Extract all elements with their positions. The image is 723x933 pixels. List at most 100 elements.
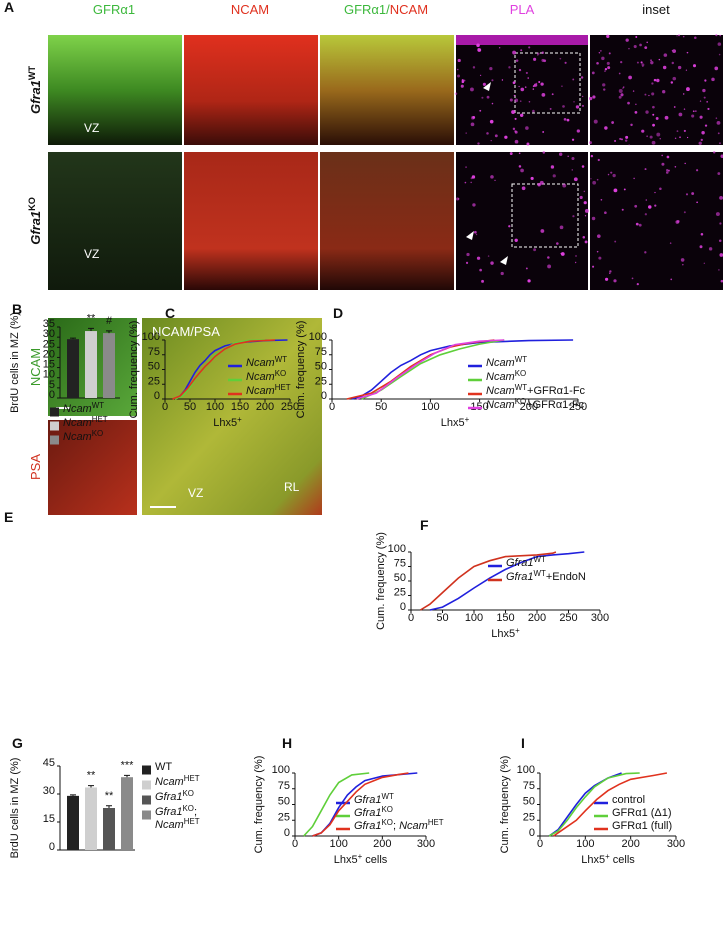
pla-dot (472, 115, 476, 119)
pla-dot (457, 68, 459, 71)
panel-label: E (4, 509, 13, 525)
pla-dot (501, 79, 504, 81)
pla-dot (519, 113, 524, 117)
pla-dot (601, 56, 605, 61)
y-tick-label: 100 (309, 331, 327, 343)
y-tick-label: 75 (278, 780, 290, 792)
pla-dot (524, 86, 527, 88)
pla-dot (526, 142, 530, 146)
pla-dot (672, 49, 677, 53)
region-label: VZ (188, 486, 203, 500)
legend-label: Gfra1WT (354, 792, 394, 807)
significance: ** (87, 312, 96, 324)
legend-label-part: Ncam (246, 371, 275, 383)
x-axis-label-part: Lhx5 (491, 628, 515, 640)
pla-dot (549, 107, 552, 110)
y-axis-label: Cum. frequency (%) (253, 756, 265, 854)
pla-dot (686, 87, 690, 92)
legend-label-part: +EndoN (546, 571, 586, 583)
significance: ** (105, 790, 114, 802)
pla-dot (574, 261, 577, 264)
pla-dot (649, 135, 653, 139)
y-axis-label: BrdU cells in MZ (%) (9, 312, 21, 413)
row-label-text: Gfra1 (28, 211, 43, 245)
pla-dot (653, 78, 657, 82)
pla-dot (703, 262, 706, 265)
pla-dot (718, 142, 721, 145)
y-tick-label: 25 (278, 811, 290, 823)
pla-dot (619, 137, 622, 141)
x-axis-label-part: Lhx5 (441, 417, 465, 429)
pla-dot (606, 34, 610, 39)
legend-label-part: control (612, 794, 645, 806)
legend-label: NcamWT (246, 355, 287, 370)
y-tick-label: 0 (400, 601, 406, 613)
pla-dot (606, 61, 610, 65)
pla-dot (463, 79, 466, 82)
pla-dot (613, 188, 618, 193)
pla-dot (582, 235, 586, 239)
header-text: NCAM (390, 2, 428, 17)
pla-dot (512, 127, 516, 131)
pla-dot (695, 110, 697, 112)
pla-dot (676, 35, 678, 37)
legend-label-part: GFRα1 (Δ1) (612, 807, 672, 819)
pla-dot (564, 61, 567, 64)
pla-dot (618, 72, 621, 75)
pla-dot (699, 245, 703, 249)
pla-dot (650, 59, 652, 62)
y-tick-label: 100 (272, 764, 290, 776)
pla-dot (714, 66, 719, 71)
row-label-sup: WT (27, 66, 37, 81)
pla-dot (592, 265, 595, 268)
pla-dot (719, 253, 723, 257)
pla-dot (641, 129, 645, 133)
x-tick-label: 50 (375, 401, 387, 413)
cdf-line (346, 339, 495, 400)
pla-dot (665, 171, 669, 174)
pla-dot (676, 130, 679, 133)
pla-dot (691, 114, 695, 118)
pla-dot (654, 204, 657, 207)
pla-dot (700, 232, 704, 236)
y-tick-label: 100 (517, 764, 535, 776)
pla-dot (470, 122, 475, 127)
bar (67, 339, 79, 398)
pla-dot (644, 93, 647, 96)
pla-dot (696, 201, 698, 204)
legend-label: NcamKO+GFRα1-Fc (486, 397, 585, 412)
pla-dot (645, 199, 648, 201)
significance: *** (121, 759, 135, 771)
x-axis-label: Lhx5+ (441, 415, 470, 430)
pla-dot (716, 120, 721, 125)
pla-dot (465, 166, 467, 168)
pla-dot (607, 173, 610, 176)
pla-dot (683, 211, 686, 214)
y-axis-label: Cum. frequency (%) (375, 532, 387, 630)
pla-dot (491, 102, 494, 105)
pla-dot (644, 46, 648, 50)
legend-label: NcamKO (246, 369, 286, 384)
pla-dot (663, 53, 668, 57)
pla-dot (717, 172, 721, 175)
image-label: PSA (28, 454, 43, 480)
pla-dot (623, 188, 626, 191)
pla-dot (520, 49, 523, 52)
pla-dot (539, 180, 544, 185)
micrograph (320, 152, 454, 290)
pla-dot (580, 76, 584, 79)
pla-dot (621, 208, 624, 211)
error-bar (124, 774, 130, 778)
pla-dot (634, 204, 638, 208)
pla-dot (535, 82, 538, 85)
legend-label-part: WT (155, 761, 172, 773)
pla-dot (508, 66, 511, 69)
legend-swatch (142, 780, 151, 790)
pla-dot (486, 132, 489, 135)
pla-dot (678, 112, 683, 117)
pla-dot (659, 138, 661, 140)
x-tick-label: 100 (329, 838, 347, 850)
y-tick-label: 25 (394, 587, 406, 599)
pla-dot (470, 181, 472, 184)
pla-dot (704, 79, 707, 82)
